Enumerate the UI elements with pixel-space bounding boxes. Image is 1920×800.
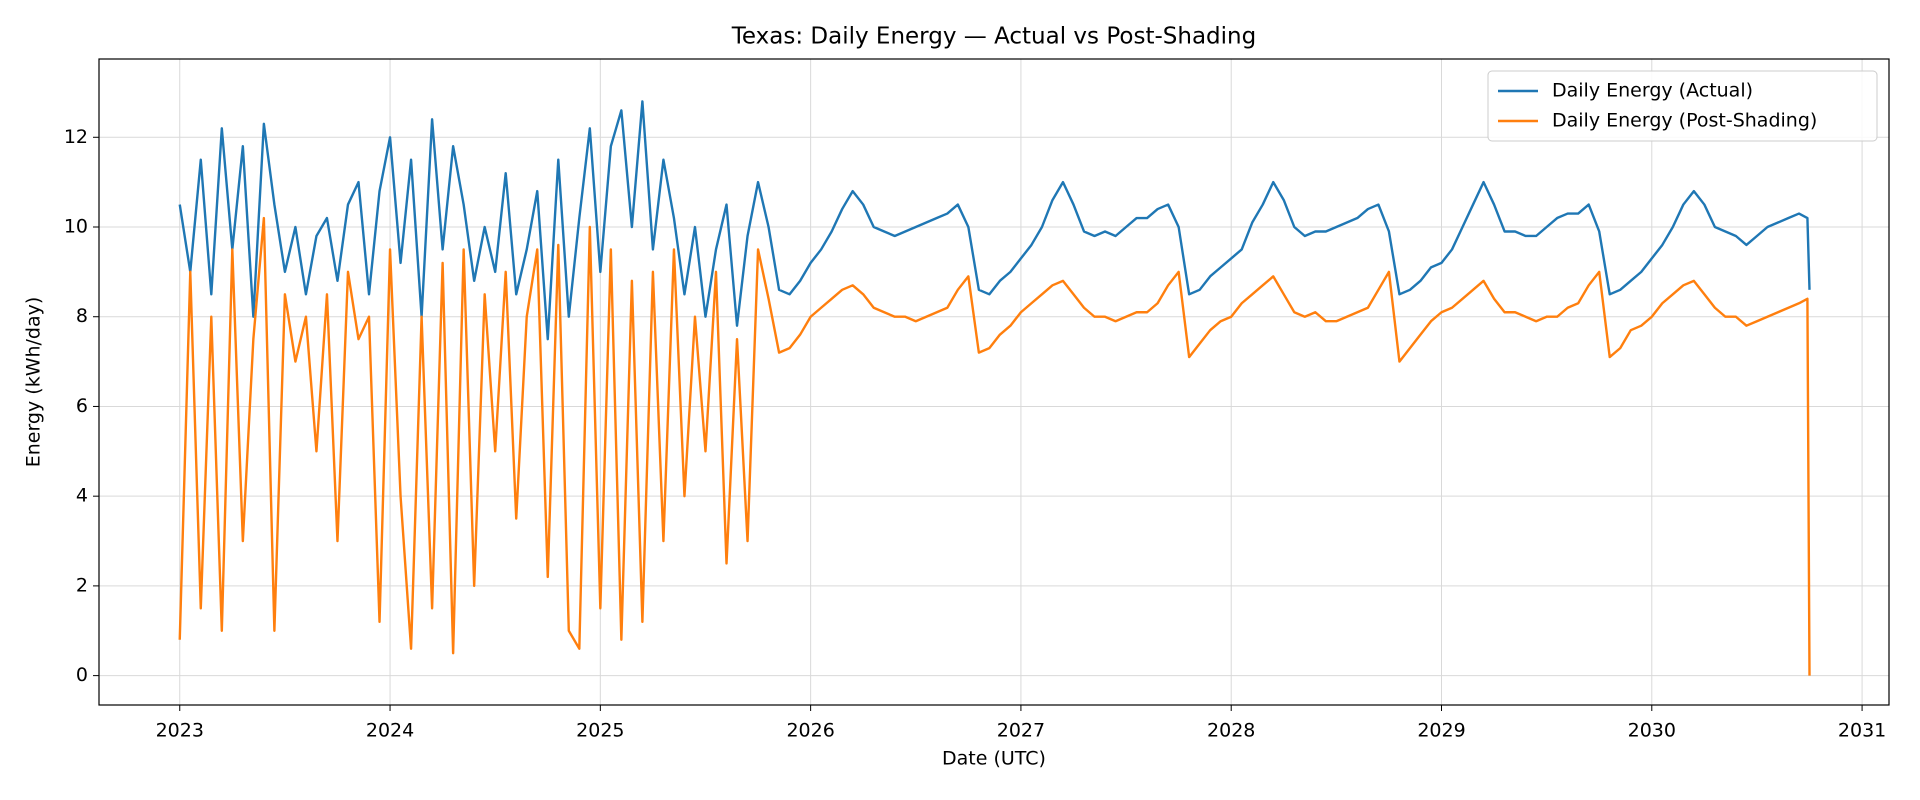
y-axis-label: Energy (kWh/day)	[23, 297, 45, 468]
x-tick-label: 2026	[786, 720, 834, 742]
y-tick-label: 6	[76, 395, 88, 417]
x-axis-label: Date (UTC)	[942, 748, 1046, 770]
y-tick-label: 0	[76, 664, 88, 686]
x-tick-label: 2025	[576, 720, 624, 742]
x-tick-label: 2027	[997, 720, 1045, 742]
x-tick-label: 2028	[1207, 720, 1255, 742]
chart-title: Texas: Daily Energy — Actual vs Post-Sha…	[731, 24, 1256, 50]
legend-label: Daily Energy (Actual)	[1552, 80, 1753, 102]
y-tick-label: 2	[76, 574, 88, 596]
legend-box	[1487, 70, 1878, 142]
x-tick-label: 2023	[156, 720, 204, 742]
y-tick-label: 12	[64, 126, 88, 148]
x-tick-label: 2029	[1417, 720, 1465, 742]
series-line	[178, 100, 1811, 341]
plot-frame	[98, 58, 1890, 706]
x-tick-label: 2024	[366, 720, 414, 742]
x-tick-label: 2031	[1838, 720, 1886, 742]
legend-label: Daily Energy (Post-Shading)	[1552, 110, 1817, 132]
y-tick-label: 4	[76, 485, 88, 507]
series-line	[178, 216, 1811, 676]
y-tick-label: 10	[64, 216, 88, 238]
x-tick-label: 2030	[1628, 720, 1676, 742]
y-tick-label: 8	[76, 305, 88, 327]
